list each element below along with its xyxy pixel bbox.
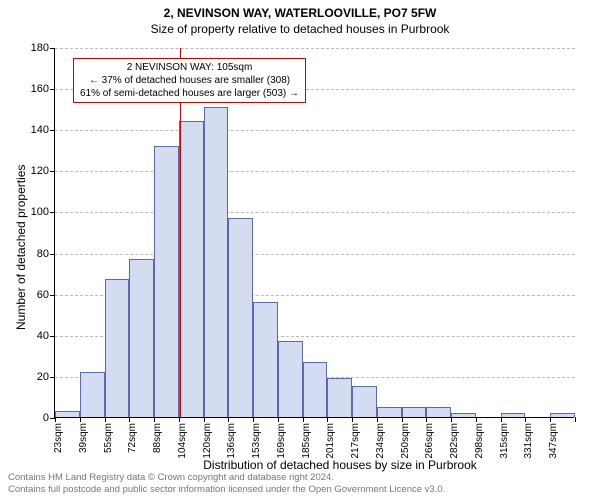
x-tick-mark [550, 417, 551, 422]
x-tick-label: 266sqm [424, 423, 435, 459]
histogram-bar [550, 413, 575, 417]
y-tick-label: 160 [31, 83, 55, 95]
histogram-bar [80, 372, 105, 417]
x-axis-label: Distribution of detached houses by size … [140, 458, 540, 472]
footer-attribution: Contains HM Land Registry data © Crown c… [8, 472, 445, 496]
annotation-line3: 61% of semi-detached houses are larger (… [80, 87, 299, 100]
histogram-bar [501, 413, 526, 417]
histogram-bar [253, 302, 278, 417]
histogram-bar [327, 378, 352, 417]
x-tick-mark [377, 417, 378, 422]
gridline-h [55, 130, 575, 131]
x-tick-mark [278, 417, 279, 422]
x-tick-label: 234sqm [375, 423, 386, 459]
x-tick-label: 217sqm [350, 423, 361, 459]
x-tick-mark [476, 417, 477, 422]
x-tick-mark [204, 417, 205, 422]
annotation-box: 2 NEVINSON WAY: 105sqm← 37% of detached … [73, 58, 306, 103]
x-tick-mark [228, 417, 229, 422]
histogram-bar [129, 259, 154, 417]
y-tick-label: 140 [31, 124, 55, 136]
x-tick-label: 250sqm [400, 423, 411, 459]
histogram-bar [55, 411, 80, 417]
histogram-bar [377, 407, 402, 417]
histogram-chart: 02040608010012014016018023sqm39sqm55sqm7… [54, 48, 574, 418]
annotation-line1: 2 NEVINSON WAY: 105sqm [80, 61, 299, 74]
x-tick-label: 347sqm [548, 423, 559, 459]
y-tick-label: 20 [37, 371, 55, 383]
x-tick-label: 315sqm [499, 423, 510, 459]
x-tick-mark [501, 417, 502, 422]
y-axis-label: Number of detached properties [14, 165, 28, 330]
histogram-bar [426, 407, 451, 417]
x-tick-mark [129, 417, 130, 422]
x-tick-label: 39sqm [78, 423, 89, 453]
histogram-bar [303, 362, 328, 418]
x-tick-mark [525, 417, 526, 422]
y-tick-label: 60 [37, 289, 55, 301]
annotation-line2: ← 37% of detached houses are smaller (30… [80, 74, 299, 87]
x-tick-mark [55, 417, 56, 422]
page-title-line2: Size of property relative to detached ho… [0, 22, 600, 36]
x-tick-mark [426, 417, 427, 422]
x-tick-label: 104sqm [177, 423, 188, 459]
y-tick-label: 100 [31, 206, 55, 218]
gridline-h [55, 48, 575, 49]
histogram-bar [154, 146, 179, 417]
x-tick-label: 72sqm [127, 423, 138, 453]
x-tick-mark [402, 417, 403, 422]
histogram-bar [105, 279, 130, 417]
x-tick-label: 282sqm [449, 423, 460, 459]
histogram-bar [451, 413, 476, 417]
x-tick-mark [80, 417, 81, 422]
x-tick-label: 153sqm [251, 423, 262, 459]
x-tick-label: 55sqm [103, 423, 114, 453]
x-tick-label: 201sqm [325, 423, 336, 459]
x-tick-mark [253, 417, 254, 422]
footer-line1: Contains HM Land Registry data © Crown c… [8, 472, 445, 484]
x-tick-label: 185sqm [301, 423, 312, 459]
y-tick-label: 180 [31, 42, 55, 54]
histogram-bar [204, 107, 229, 417]
gridline-h [55, 171, 575, 172]
x-tick-label: 23sqm [53, 423, 64, 453]
histogram-bar [352, 386, 377, 417]
x-tick-label: 169sqm [276, 423, 287, 459]
x-tick-mark [352, 417, 353, 422]
histogram-bar [402, 407, 427, 417]
y-tick-label: 120 [31, 165, 55, 177]
x-tick-label: 298sqm [474, 423, 485, 459]
x-tick-mark [451, 417, 452, 422]
page-title-line1: 2, NEVINSON WAY, WATERLOOVILLE, PO7 5FW [0, 6, 600, 20]
x-tick-label: 331sqm [523, 423, 534, 459]
x-tick-mark [105, 417, 106, 422]
histogram-bar [179, 121, 204, 417]
gridline-h [55, 212, 575, 213]
x-tick-mark [303, 417, 304, 422]
y-tick-label: 40 [37, 330, 55, 342]
gridline-h [55, 254, 575, 255]
x-tick-mark [575, 417, 576, 422]
x-tick-mark [327, 417, 328, 422]
marker-line [180, 48, 181, 417]
x-tick-mark [154, 417, 155, 422]
histogram-bar [278, 341, 303, 417]
x-tick-label: 120sqm [202, 423, 213, 459]
x-tick-label: 136sqm [226, 423, 237, 459]
plot-area: 02040608010012014016018023sqm39sqm55sqm7… [54, 48, 574, 418]
histogram-bar [228, 218, 253, 417]
x-tick-mark [179, 417, 180, 422]
x-tick-label: 88sqm [152, 423, 163, 453]
y-tick-label: 80 [37, 248, 55, 260]
footer-line2: Contains full postcode and public sector… [8, 484, 445, 496]
